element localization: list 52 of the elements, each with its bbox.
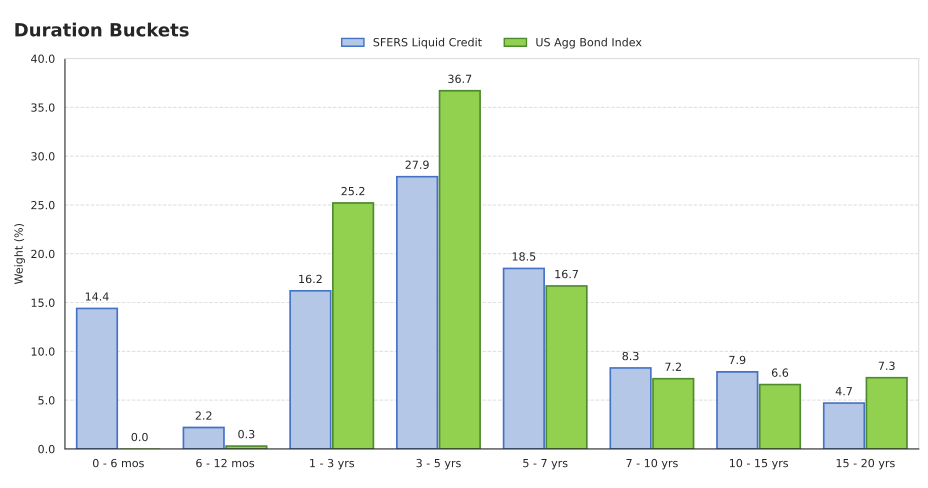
data-label: 25.2 [342, 186, 364, 196]
x-tick-label: 5 - 7 yrs [523, 459, 568, 470]
y-tick-label: 25.0 [31, 200, 54, 210]
data-label: 14.4 [86, 292, 109, 301]
y-tick-label: 5.0 [38, 396, 54, 405]
data-label: 8.3 [622, 352, 639, 360]
x-tick-label: 3 - 5 yrs [416, 458, 461, 470]
y-tick-label: 20.0 [31, 250, 54, 258]
data-label: 2.2 [196, 411, 212, 420]
bar [502, 268, 545, 449]
bar [438, 90, 481, 449]
x-tick-label: 7 - 10 yrs [626, 458, 678, 470]
bar [866, 376, 908, 449]
bar [609, 367, 652, 449]
chart-title: Duration Buckets [15, 22, 189, 37]
bar [225, 445, 268, 449]
data-label: 7.9 [729, 356, 746, 364]
data-label: 4.7 [836, 387, 852, 396]
data-label: 16.2 [299, 274, 322, 284]
data-label: 18.5 [512, 252, 536, 261]
bar [652, 378, 694, 449]
legend-label: US Agg Bond Index [536, 38, 642, 49]
data-label: 7.2 [665, 362, 681, 371]
x-tick-label: 6 - 12 mos [196, 458, 254, 468]
y-tick-label: 40.0 [31, 54, 54, 63]
data-label: 16.7 [555, 270, 578, 278]
data-label: 0.3 [238, 430, 254, 438]
x-tick-label: 10 - 15 yrs [730, 458, 788, 470]
y-tick-label: 35.0 [31, 103, 54, 112]
data-label: 6.6 [772, 368, 788, 377]
data-label: 27.9 [406, 160, 429, 169]
x-tick-label: 1 - 3 yrs [310, 458, 354, 470]
bar [332, 202, 374, 449]
bar [822, 402, 866, 449]
y-tick-label: 30.0 [31, 152, 54, 161]
y-tick-label: 10.0 [32, 347, 54, 356]
data-label: 0.0 [132, 432, 148, 442]
data-label: 36.7 [448, 74, 472, 84]
y-tick-label: 15.0 [32, 298, 54, 307]
bar [396, 176, 438, 449]
bar [182, 426, 225, 449]
x-tick-label: 15 - 20 yrs [836, 458, 895, 470]
bar [76, 308, 118, 449]
y-tick-label: 0.0 [38, 444, 54, 454]
bar [545, 285, 588, 449]
x-tick-label: 0 - 6 mos [92, 458, 144, 468]
y-axis-title: Weight (%) [14, 224, 25, 284]
legend-label: SFERS Liquid Credit [374, 38, 482, 49]
bar [716, 371, 758, 449]
data-label: 7.3 [878, 362, 895, 370]
bar [289, 290, 332, 449]
bar [758, 384, 802, 449]
